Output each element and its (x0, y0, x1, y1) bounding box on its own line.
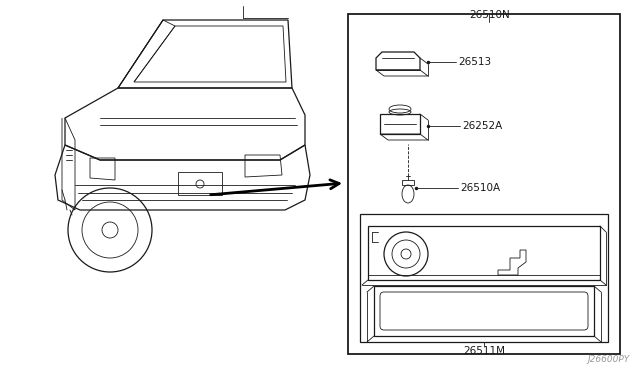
Text: 26252A: 26252A (462, 121, 502, 131)
Text: 26513: 26513 (458, 57, 491, 67)
Bar (360, 214, 608, 342)
Text: J26600PY: J26600PY (588, 355, 630, 364)
Text: 26510A: 26510A (460, 183, 500, 193)
Text: 26511M: 26511M (463, 346, 505, 356)
Text: 26510N: 26510N (469, 10, 510, 20)
Bar (348, 14, 620, 354)
